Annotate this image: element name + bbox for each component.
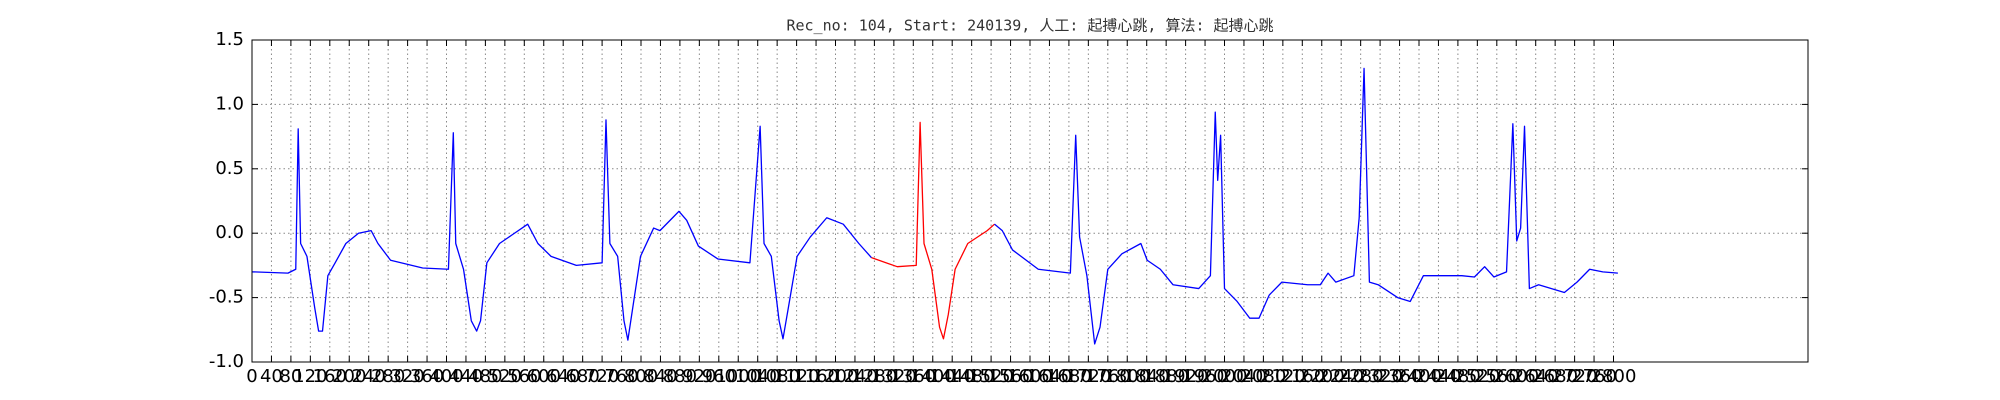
y-tick-label: -0.5 [209, 287, 244, 308]
x-tick-label: 2080 [1240, 366, 1286, 387]
x-tick-label: 1680 [1046, 366, 1092, 387]
x-tick-label: 960 [702, 366, 736, 387]
x-tick-label: 0 [246, 366, 257, 387]
x-tick-label: 1920 [1163, 366, 1209, 387]
x-tick-label: 600 [527, 366, 561, 387]
x-tick-label: 880 [663, 366, 697, 387]
x-tick-label: 2640 [1513, 366, 1559, 387]
x-tick-label: 640 [546, 366, 580, 387]
x-tick-label: 1160 [793, 366, 839, 387]
x-tick-label: 2440 [1416, 366, 1462, 387]
y-tick-label: 1.5 [215, 29, 244, 50]
x-tick-label: 400 [429, 366, 463, 387]
y-tick-label: 0.0 [215, 222, 244, 243]
ecg-line [251, 119, 872, 341]
x-tick-label: 920 [682, 366, 716, 387]
x-tick-label: 2120 [1260, 366, 1306, 387]
x-tick-label: 2520 [1454, 366, 1500, 387]
x-tick-label: 1120 [774, 366, 820, 387]
x-tick-label: 1640 [1027, 366, 1073, 387]
x-tick-label: 520 [488, 366, 522, 387]
x-tick-label: 1320 [871, 366, 917, 387]
x-tick-label: 2560 [1474, 366, 1520, 387]
x-tick-label: 2200 [1299, 366, 1345, 387]
x-tick-label: 2280 [1338, 366, 1384, 387]
x-tick-label: 1480 [949, 366, 995, 387]
x-tick-label: 840 [643, 366, 677, 387]
x-tick-label: 2760 [1571, 366, 1617, 387]
x-tick-label: 200 [332, 366, 366, 387]
x-tick-label: 1240 [832, 366, 878, 387]
y-tick-label: -1.0 [209, 351, 244, 372]
x-tick-label: 2720 [1552, 366, 1598, 387]
x-tick-label: 2040 [1221, 366, 1267, 387]
x-tick-label: 480 [468, 366, 502, 387]
x-tick-label: 2000 [1202, 366, 1248, 387]
x-tick-label: 40 [260, 366, 283, 387]
x-tick-label: 280 [371, 366, 405, 387]
x-tick-label: 560 [507, 366, 541, 387]
x-tick-label: 800 [624, 366, 658, 387]
x-tick-label: 1440 [929, 366, 975, 387]
x-tick-label: 720 [585, 366, 619, 387]
x-tick-label: 80 [279, 366, 302, 387]
x-tick-label: 360 [410, 366, 444, 387]
x-tick-label: 120 [293, 366, 327, 387]
y-tick-label: 1.0 [215, 93, 244, 114]
x-tick-label: 1600 [1007, 366, 1053, 387]
x-tick-label: 2400 [1396, 366, 1442, 387]
x-tick-label: 1000 [715, 366, 761, 387]
x-tick-label: 160 [313, 366, 347, 387]
x-tick-label: 1360 [890, 366, 936, 387]
x-tick-label: 2240 [1318, 366, 1364, 387]
x-tick-label: 680 [565, 366, 599, 387]
x-tick-label: 1200 [813, 366, 859, 387]
x-tick-label: 1760 [1085, 366, 1131, 387]
x-tick-label: 1960 [1182, 366, 1228, 387]
ecg-line [871, 121, 995, 340]
x-tick-label: 2480 [1435, 366, 1481, 387]
plot-frame [251, 39, 1809, 363]
chart-title: Rec_no: 104, Start: 240139, 人工: 起搏心跳, 算法… [786, 17, 1273, 35]
x-tick-label: 320 [390, 366, 424, 387]
x-tick-label: 1280 [851, 366, 897, 387]
x-tick-label: 1720 [1065, 366, 1111, 387]
y-tick-label: 0.5 [215, 158, 244, 179]
x-tick-label: 1080 [754, 366, 800, 387]
x-tick-label: 1800 [1104, 366, 1150, 387]
x-tick-label: 1040 [735, 366, 781, 387]
x-tick-label: 1880 [1143, 366, 1189, 387]
ecg-line [994, 67, 1618, 345]
x-tick-label: 760 [604, 366, 638, 387]
x-tick-label: 2600 [1493, 366, 1539, 387]
x-tick-label: 2360 [1377, 366, 1423, 387]
x-tick-label: 2160 [1279, 366, 1325, 387]
x-tick-label: 2680 [1532, 366, 1578, 387]
x-tick-label: 440 [449, 366, 483, 387]
x-tick-label: 240 [352, 366, 386, 387]
x-tick-label: 1520 [968, 366, 1014, 387]
x-tick-label: 1840 [1124, 366, 1170, 387]
x-tick-label: 2320 [1357, 366, 1403, 387]
x-tick-label: 1560 [988, 366, 1034, 387]
x-tick-label: 2800 [1591, 366, 1637, 387]
x-tick-label: 1400 [910, 366, 956, 387]
